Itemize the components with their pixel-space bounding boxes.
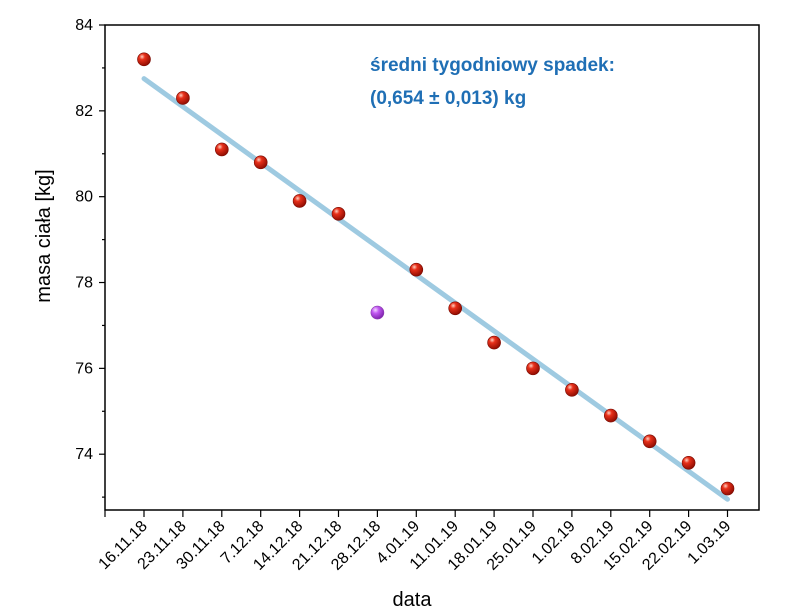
fit-line-layer bbox=[141, 76, 730, 502]
y-axis: 74 76 78 80 82 84 bbox=[75, 17, 105, 498]
data-point bbox=[642, 434, 657, 449]
y-tick-label: 80 bbox=[75, 189, 93, 206]
fit-line bbox=[141, 76, 730, 502]
y-tick-label: 84 bbox=[75, 17, 93, 34]
data-point bbox=[487, 335, 501, 350]
data-point bbox=[331, 207, 346, 221]
data-point bbox=[603, 408, 618, 423]
data-point bbox=[215, 142, 229, 157]
y-tick-label: 74 bbox=[75, 446, 93, 463]
data-point bbox=[448, 301, 463, 316]
x-axis-title: data bbox=[393, 589, 433, 611]
data-point bbox=[253, 155, 268, 170]
y-axis-title: masa ciała [kg] bbox=[33, 169, 55, 302]
data-points-layer bbox=[137, 52, 735, 496]
data-point bbox=[176, 91, 190, 105]
data-point bbox=[565, 383, 579, 397]
outlier-point bbox=[370, 305, 385, 320]
data-point bbox=[526, 361, 540, 376]
y-tick-label: 78 bbox=[75, 275, 93, 292]
y-tick-label: 82 bbox=[75, 103, 93, 120]
y-tick-label: 76 bbox=[75, 360, 93, 377]
data-point bbox=[409, 262, 424, 277]
data-point bbox=[720, 481, 735, 496]
data-point bbox=[137, 52, 151, 67]
plot-frame bbox=[104, 24, 760, 511]
annotation-line-2: (0,654 ± 0,013) kg bbox=[370, 88, 526, 109]
data-point bbox=[292, 194, 307, 208]
x-tick-label: 1.03.19 bbox=[685, 518, 735, 568]
x-axis: 16.11.1823.11.1830.11.187.12.1814.12.182… bbox=[96, 510, 735, 574]
annotation-line-1: średni tygodniowy spadek: bbox=[370, 55, 615, 76]
data-point bbox=[681, 455, 696, 470]
